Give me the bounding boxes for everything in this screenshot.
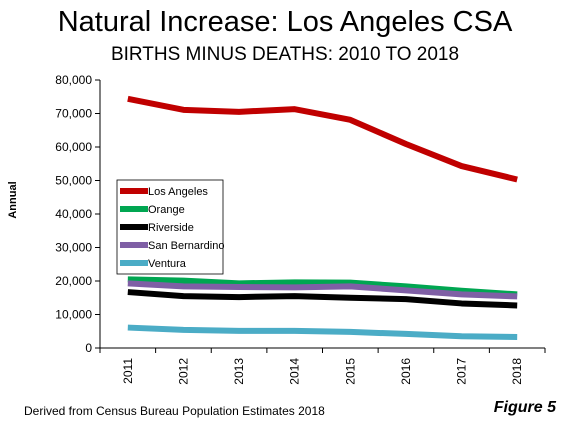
- series-line-ventura: [127, 324, 518, 340]
- legend-label-orange: Orange: [148, 204, 185, 216]
- y-tick-label: 10,000: [55, 308, 92, 322]
- chart-subtitle: BIRTHS MINUS DEATHS: 2010 TO 2018: [110, 44, 460, 65]
- legend: Los Angeles Orange Riverside San Bernardino…: [116, 179, 224, 275]
- series-line-riverside: [127, 289, 518, 309]
- chart-title: Natural Increase: Los Angeles CSA: [57, 6, 513, 38]
- x-tick-label: 2018: [510, 358, 524, 385]
- figure-label: Figure 5: [493, 399, 556, 416]
- series-line-orange: [127, 276, 518, 298]
- x-tick-label: 2017: [455, 358, 469, 385]
- x-axis: 2011 2012 2013 2014 2015 2016 2017 2018: [99, 347, 546, 385]
- y-axis: 0 10,000 20,000 30,000 40,000 50,000 60,000 70,…: [55, 73, 101, 355]
- legend-label-los-angeles: Los Angeles: [148, 186, 208, 198]
- legend-label-san-bernardino: San Bernardino: [148, 240, 224, 252]
- y-tick-label: 70,000: [55, 107, 92, 121]
- x-tick-label: 2013: [232, 358, 246, 385]
- series-lines: [127, 95, 518, 340]
- x-tick-label: 2015: [343, 358, 357, 385]
- y-tick-label: 50,000: [55, 174, 92, 188]
- y-tick-label: 40,000: [55, 207, 92, 221]
- y-tick-label: 60,000: [55, 140, 92, 154]
- y-tick-label: 80,000: [55, 73, 92, 87]
- series-line-los-angeles: [127, 95, 518, 183]
- x-tick-label: 2014: [288, 358, 302, 385]
- series-line-san-bernardino: [127, 280, 518, 300]
- x-tick-label: 2011: [121, 358, 135, 384]
- legend-label-riverside: Riverside: [148, 222, 194, 234]
- x-tick-label: 2012: [176, 358, 190, 385]
- y-tick-label: 0: [85, 341, 92, 355]
- y-tick-label: 20,000: [55, 274, 92, 288]
- y-tick-label: 30,000: [55, 241, 92, 255]
- y-axis-label: Annual: [7, 181, 19, 218]
- x-tick-label: 2016: [399, 358, 413, 385]
- source-note: Derived from Census Bureau Population Es…: [24, 404, 325, 418]
- legend-label-ventura: Ventura: [148, 258, 187, 270]
